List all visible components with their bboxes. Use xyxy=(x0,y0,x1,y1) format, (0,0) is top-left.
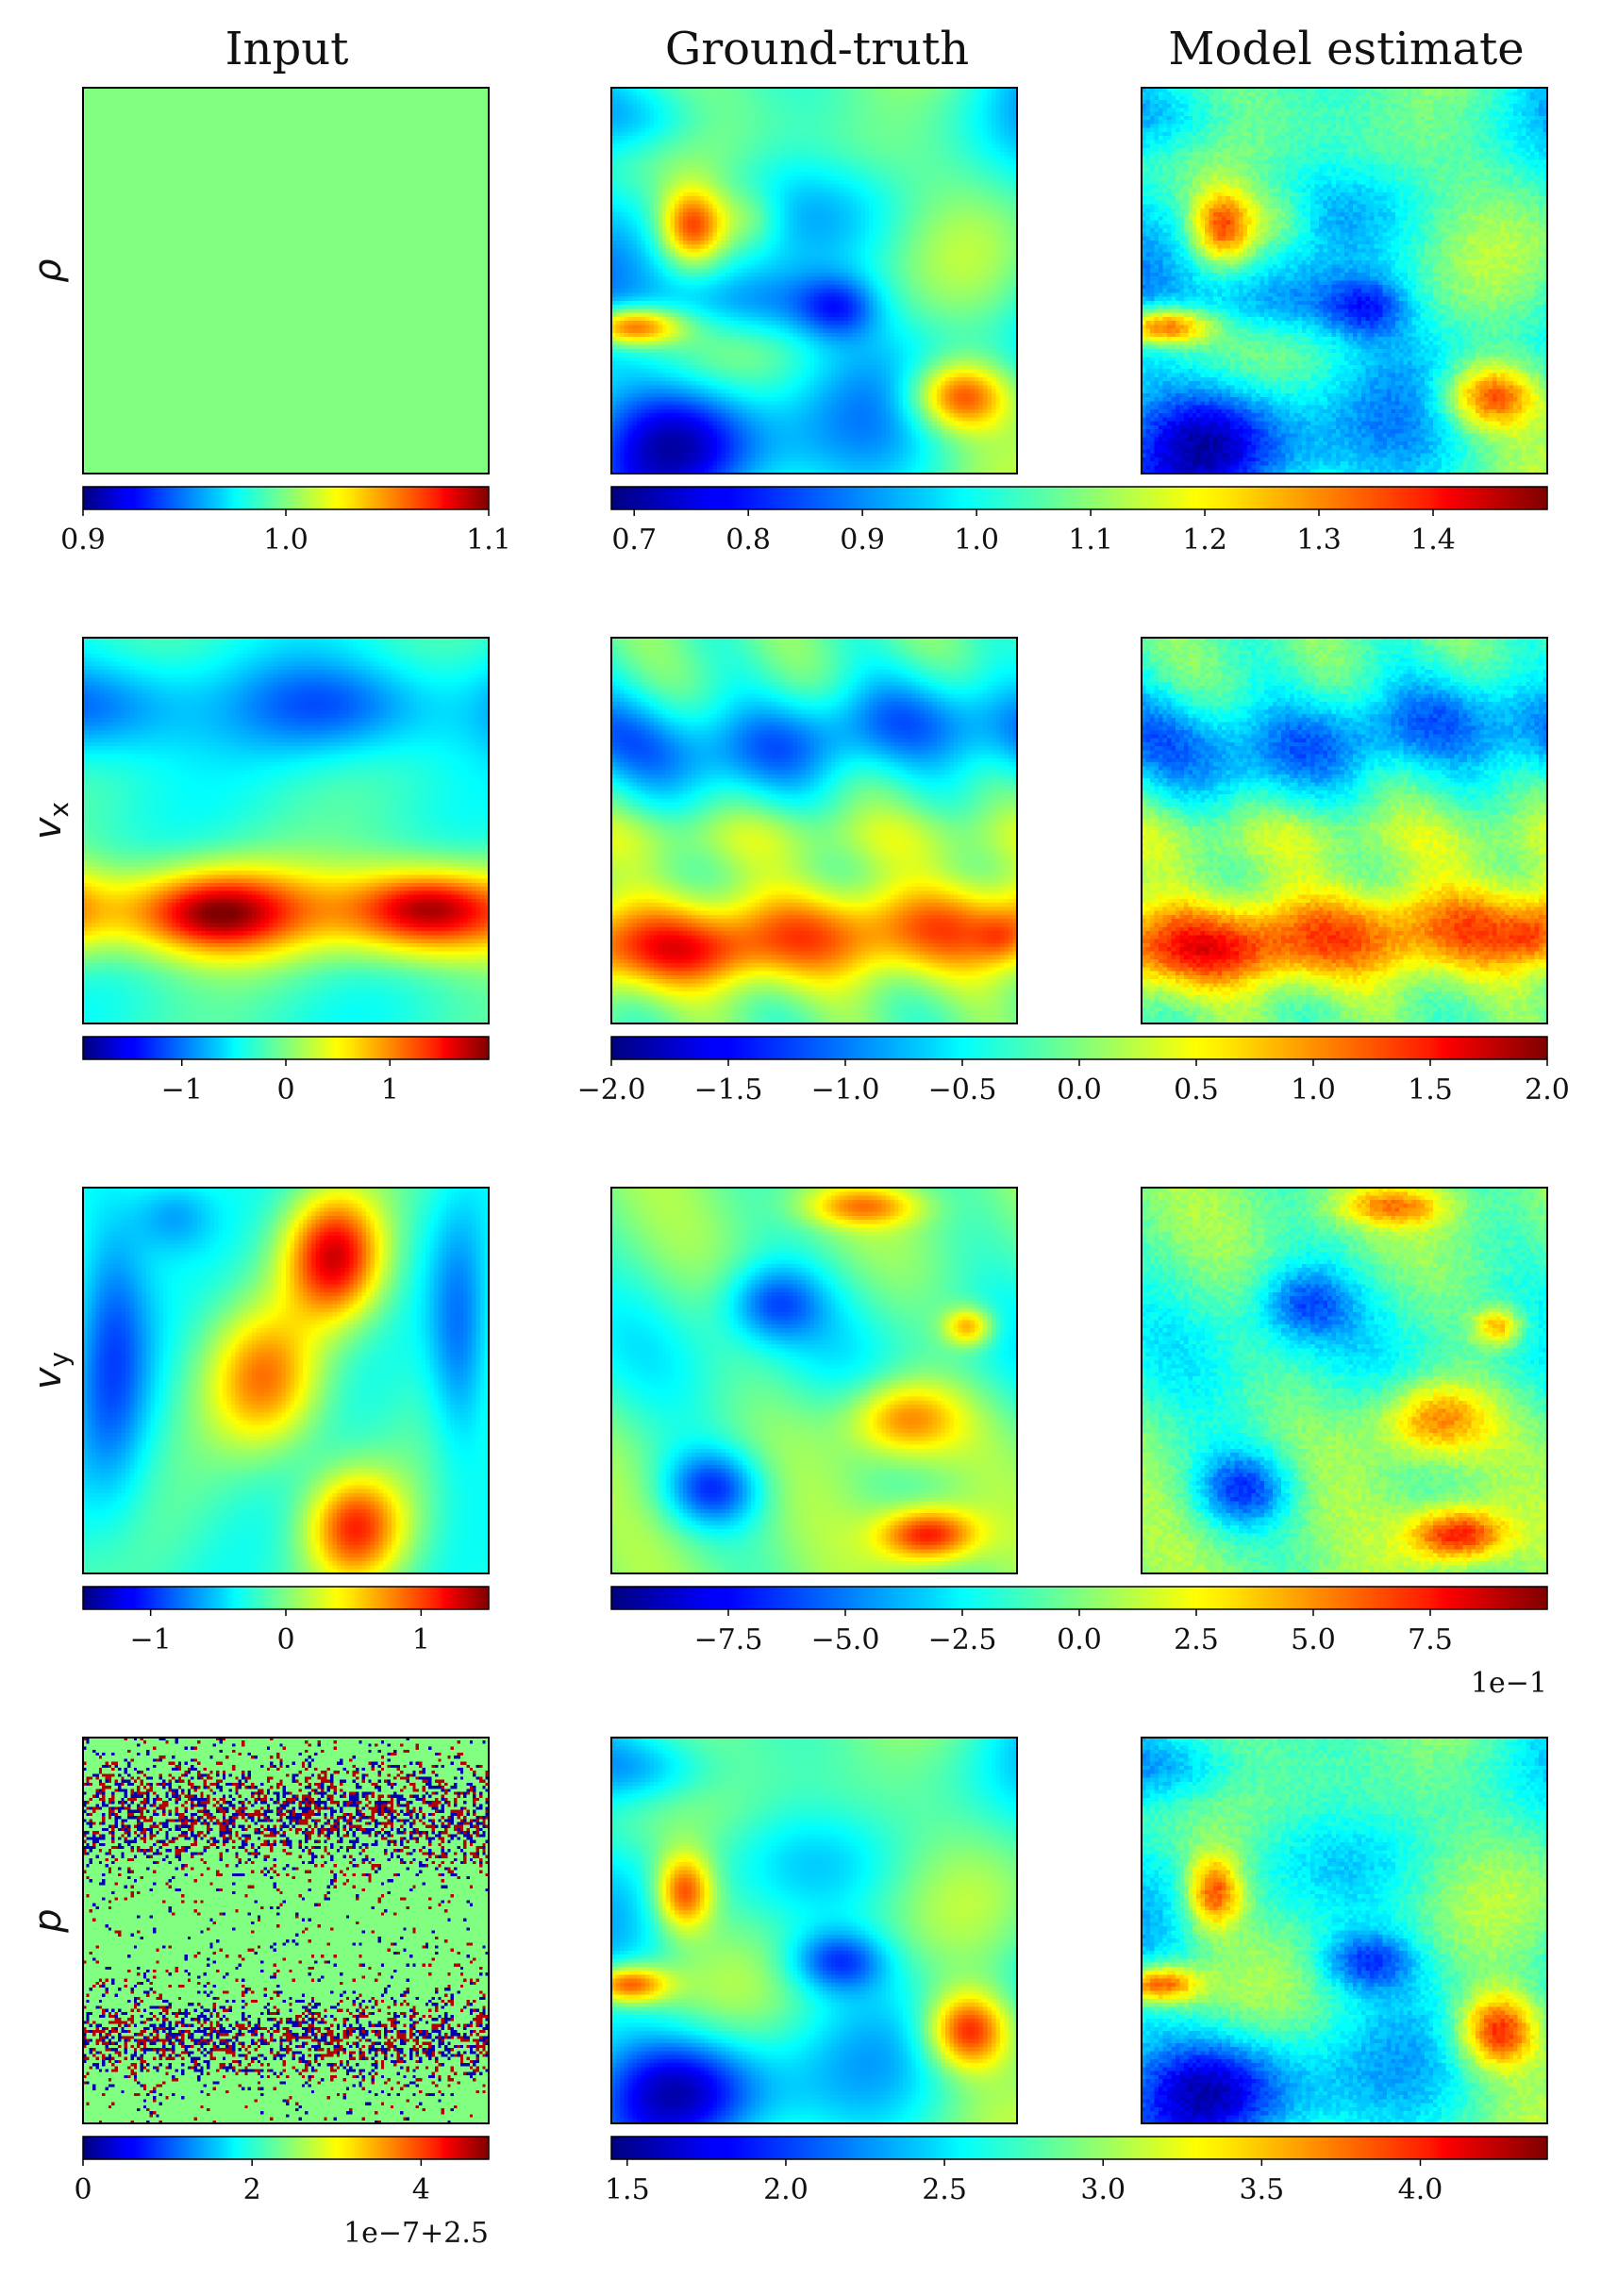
colorbar-input-row-0 xyxy=(82,486,490,510)
colorbar-tick-label: 0.9 xyxy=(60,524,106,557)
heatmap-row-0: ρ 0.9 1.0 1.1 0.7 0.8 0.9 1.0 1.1 1.2 1.3 1.4 xyxy=(26,87,1548,557)
column-title-ground-truth: Ground-truth xyxy=(665,23,969,75)
colorbar-tick-label: 3.5 xyxy=(1239,2173,1284,2206)
colorbar-tick-label: −1.5 xyxy=(694,1073,763,1106)
colorbar-tick-label: 7.5 xyxy=(1408,1623,1453,1656)
colorbar-tick-label: 0.5 xyxy=(1174,1073,1219,1106)
heatmap-ground-truth-row-3 xyxy=(611,1738,1017,2123)
column-title-input: Input xyxy=(225,23,349,75)
heatmap-model-estimate-row-0 xyxy=(1142,88,1547,474)
colorbar-tick-label: −0.5 xyxy=(928,1073,997,1106)
colorbar-output-row-0 xyxy=(610,486,1548,510)
colorbar-tick-label: 1.1 xyxy=(466,524,511,557)
panel-frame xyxy=(1141,1187,1548,1574)
colorbar-tick-label: 2.5 xyxy=(922,2173,967,2206)
colorbar-tick-label: −7.5 xyxy=(694,1623,763,1656)
colorbar-tick-label: 0.0 xyxy=(1057,1073,1102,1106)
colorbar-input-row-3 xyxy=(82,2136,490,2160)
panel-frame xyxy=(610,1187,1018,1574)
colorbar-tick-label: 1.5 xyxy=(1408,1073,1453,1106)
colorbar-tick-label: 1.2 xyxy=(1182,524,1227,557)
colorbar-output-row-3 xyxy=(610,2136,1548,2160)
colorbar-tick-label: 0.9 xyxy=(840,524,885,557)
colorbar-tick-label: 1.0 xyxy=(1291,1073,1336,1106)
colorbar-tick-label: 1 xyxy=(381,1073,399,1106)
colorbar-tick-label: 4.0 xyxy=(1398,2173,1443,2206)
panel-frame xyxy=(610,87,1018,474)
heatmap-input-row-2 xyxy=(83,1188,489,1573)
colorbar-offset-label: 1e−7+2.5 xyxy=(343,2217,489,2250)
colorbar-tick-label: 1.3 xyxy=(1296,524,1342,557)
heatmap-row-3: p 0 2 4 1e−7+2.5 1.5 2.0 2.5 3.0 3.5 4.0 xyxy=(26,1737,1548,2250)
colorbar-tick-label: 1 xyxy=(412,1623,430,1656)
panel-frame xyxy=(1141,87,1548,474)
row-label: vy xyxy=(26,1352,75,1389)
panel-frame xyxy=(1141,1737,1548,2124)
colorbar-input-row-2 xyxy=(82,1586,490,1610)
colorbar-tick-label: 1.5 xyxy=(605,2173,650,2206)
colorbar-tick-label: 4 xyxy=(412,2173,430,2206)
colorbar-tick-label: −2.0 xyxy=(577,1073,646,1106)
colorbar-tick-label: 3.0 xyxy=(1080,2173,1126,2206)
colorbar-output-row-2 xyxy=(610,1586,1548,1610)
colorbar-tick-label: −1 xyxy=(161,1073,203,1106)
heatmap-ground-truth-row-1 xyxy=(611,638,1017,1023)
panel-frame xyxy=(610,637,1018,1024)
heatmap-row-1: vx −1 0 1 −2.0 −1.5 −1.0 −0.5 0.0 0.5 1.0 1.5 2.0 xyxy=(26,637,1570,1106)
colorbar-tick-label: 1.4 xyxy=(1410,524,1456,557)
colorbar-tick-label: −1.0 xyxy=(811,1073,880,1106)
panel-frame xyxy=(82,637,490,1024)
colorbar-tick-label: 2.0 xyxy=(763,2173,809,2206)
heatmap-model-estimate-row-3 xyxy=(1142,1738,1547,2123)
heatmap-ground-truth-row-0 xyxy=(611,88,1017,474)
colorbar-tick-label: 2 xyxy=(243,2173,261,2206)
colorbar-tick-label: 0 xyxy=(74,2173,92,2206)
panel-frame xyxy=(82,1737,490,2124)
colorbar-tick-label: 0 xyxy=(276,1073,294,1106)
colorbar-tick-label: 5.0 xyxy=(1291,1623,1336,1656)
colorbar-tick-label: 0.8 xyxy=(725,524,771,557)
colorbar-tick-label: 0.0 xyxy=(1057,1623,1102,1656)
row-label: ρ xyxy=(26,258,70,282)
panel-frame xyxy=(610,1737,1018,2124)
colorbar-tick-label: −5.0 xyxy=(811,1623,880,1656)
heatmap-rows: ρ 0.9 1.0 1.1 0.7 0.8 0.9 1.0 1.1 1.2 1.3 1.4 vx −1 0 1… xyxy=(26,87,1570,2250)
colorbar-tick-label: 1.0 xyxy=(263,524,309,557)
heatmap-model-estimate-row-2 xyxy=(1142,1188,1547,1573)
colorbar-tick-label: 2.5 xyxy=(1174,1623,1219,1656)
colorbar-tick-label: 0 xyxy=(276,1623,294,1656)
panel-frame xyxy=(1141,637,1548,1024)
colorbar-tick-label: 0.7 xyxy=(611,524,657,557)
colorbar-tick-label: 2.0 xyxy=(1525,1073,1570,1106)
heatmap-input-row-3 xyxy=(83,1738,489,2123)
heatmap-model-estimate-row-1 xyxy=(1142,638,1547,1023)
colorbar-tick-label: −1 xyxy=(130,1623,172,1656)
row-label: vx xyxy=(26,802,75,840)
column-title-model-estimate: Model estimate xyxy=(1168,23,1524,75)
colorbar-tick-label: 1.1 xyxy=(1068,524,1113,557)
heatmap-row-2: vy −1 0 1 −7.5 −5.0 −2.5 0.0 2.5 5.0 7.5 1e−1 xyxy=(26,1187,1548,1700)
panel-frame xyxy=(82,87,490,474)
colorbar-offset-label: 1e−1 xyxy=(1471,1667,1547,1700)
colorbar-input-row-1 xyxy=(82,1036,490,1060)
colorbar-tick-label: −2.5 xyxy=(928,1623,997,1656)
heatmap-input-row-0 xyxy=(83,88,489,474)
heatmap-ground-truth-row-2 xyxy=(611,1188,1017,1573)
colorbar-tick-label: 1.0 xyxy=(954,524,999,557)
colorbar-output-row-1 xyxy=(610,1036,1548,1060)
heatmap-input-row-1 xyxy=(83,638,489,1023)
row-label: p xyxy=(26,1908,70,1933)
panel-frame xyxy=(82,1187,490,1574)
